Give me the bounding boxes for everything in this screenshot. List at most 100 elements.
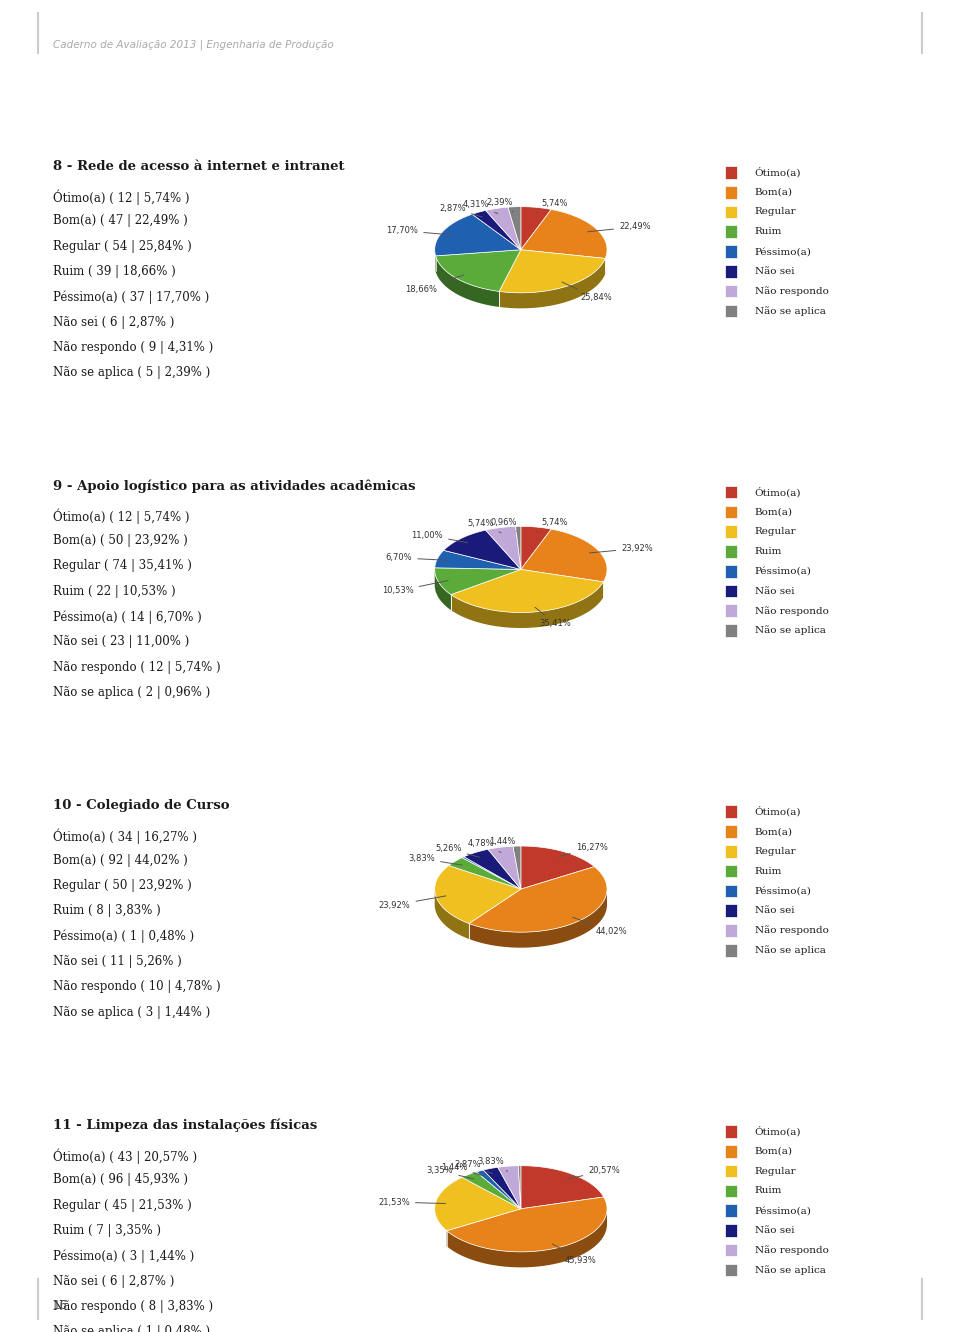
Text: 0,96%: 0,96% — [491, 518, 517, 531]
Text: Bom(a) ( 96 | 45,93% ): Bom(a) ( 96 | 45,93% ) — [53, 1173, 188, 1187]
Text: Péssimo(a) ( 37 | 17,70% ): Péssimo(a) ( 37 | 17,70% ) — [53, 290, 209, 304]
Polygon shape — [499, 258, 605, 308]
Polygon shape — [451, 582, 603, 627]
Bar — [725, 924, 737, 936]
Polygon shape — [435, 570, 451, 610]
Text: Péssimo(a): Péssimo(a) — [755, 566, 811, 575]
Text: Bom(a) ( 50 | 23,92% ): Bom(a) ( 50 | 23,92% ) — [53, 534, 187, 547]
Bar — [725, 1204, 737, 1217]
Text: 18,66%: 18,66% — [405, 274, 464, 293]
Text: 11,00%: 11,00% — [412, 530, 468, 542]
Text: Regular ( 50 | 23,92% ): Regular ( 50 | 23,92% ) — [53, 879, 192, 892]
Text: 2,39%: 2,39% — [486, 198, 513, 212]
Bar — [725, 1146, 737, 1158]
Text: 5,74%: 5,74% — [468, 519, 501, 533]
Text: 4,78%: 4,78% — [468, 839, 501, 852]
Text: 4,31%: 4,31% — [463, 200, 497, 213]
Bar — [725, 506, 737, 518]
Text: Péssimo(a): Péssimo(a) — [755, 886, 811, 895]
Text: Bom(a): Bom(a) — [755, 1147, 793, 1156]
Bar — [725, 186, 737, 198]
Text: Péssimo(a): Péssimo(a) — [755, 246, 811, 256]
Bar — [725, 166, 737, 178]
Text: 8 - Rede de acesso à internet e intranet: 8 - Rede de acesso à internet e intranet — [53, 160, 345, 173]
Bar — [725, 1164, 737, 1177]
Text: 5,74%: 5,74% — [537, 518, 567, 531]
Polygon shape — [435, 214, 521, 256]
Polygon shape — [498, 1166, 521, 1209]
Text: Ruim ( 8 | 3,83% ): Ruim ( 8 | 3,83% ) — [53, 904, 160, 918]
Text: Não sei: Não sei — [755, 266, 794, 276]
Text: 1,44%: 1,44% — [490, 838, 516, 851]
Bar — [725, 625, 737, 637]
Polygon shape — [488, 846, 521, 890]
Text: 45,93%: 45,93% — [552, 1244, 597, 1264]
Text: Péssimo(a) ( 1 | 0,48% ): Péssimo(a) ( 1 | 0,48% ) — [53, 930, 194, 943]
Bar — [725, 1264, 737, 1276]
Text: Regular: Regular — [755, 847, 796, 856]
Bar — [725, 1224, 737, 1236]
Text: Não se aplica: Não se aplica — [755, 306, 826, 316]
Polygon shape — [462, 1172, 521, 1209]
Polygon shape — [446, 1197, 607, 1252]
Text: Não respondo ( 12 | 5,74% ): Não respondo ( 12 | 5,74% ) — [53, 661, 221, 674]
Text: 23,92%: 23,92% — [379, 896, 446, 910]
Polygon shape — [521, 526, 551, 570]
Text: 3,83%: 3,83% — [477, 1158, 508, 1171]
Text: 25,84%: 25,84% — [562, 282, 612, 302]
Text: Ruim ( 7 | 3,35% ): Ruim ( 7 | 3,35% ) — [53, 1224, 161, 1237]
Text: Regular ( 54 | 25,84% ): Regular ( 54 | 25,84% ) — [53, 240, 192, 253]
Text: Bom(a) ( 92 | 44,02% ): Bom(a) ( 92 | 44,02% ) — [53, 854, 187, 867]
Text: Não se aplica: Não se aplica — [755, 946, 826, 955]
Polygon shape — [499, 250, 605, 293]
Polygon shape — [469, 867, 607, 932]
Polygon shape — [521, 846, 594, 890]
Polygon shape — [464, 850, 521, 890]
Text: Não se aplica ( 3 | 1,44% ): Não se aplica ( 3 | 1,44% ) — [53, 1006, 210, 1019]
Polygon shape — [521, 206, 551, 250]
Bar — [725, 844, 737, 858]
Text: Ótimo(a): Ótimo(a) — [755, 807, 801, 817]
Text: Ruim ( 39 | 18,66% ): Ruim ( 39 | 18,66% ) — [53, 265, 176, 278]
Text: 17,70%: 17,70% — [387, 226, 451, 236]
Bar — [725, 305, 737, 317]
Polygon shape — [462, 856, 521, 890]
Text: Não sei ( 23 | 11,00% ): Não sei ( 23 | 11,00% ) — [53, 635, 189, 649]
Text: Não sei: Não sei — [755, 586, 794, 595]
Text: 6,70%: 6,70% — [386, 553, 447, 562]
Text: Ótimo(a) ( 12 | 5,74% ): Ótimo(a) ( 12 | 5,74% ) — [53, 509, 189, 525]
Bar — [725, 826, 737, 838]
Text: Não se aplica: Não se aplica — [755, 1265, 826, 1275]
Text: Regular: Regular — [755, 527, 796, 537]
Text: Não respondo: Não respondo — [755, 606, 828, 615]
Text: 2,87%: 2,87% — [440, 204, 482, 217]
Text: Não se aplica ( 2 | 0,96% ): Não se aplica ( 2 | 0,96% ) — [53, 686, 210, 699]
Text: Caderno de Avaliação 2013 | Engenharia de Produção: Caderno de Avaliação 2013 | Engenharia d… — [53, 40, 333, 51]
Text: Não se aplica: Não se aplica — [755, 626, 826, 635]
Text: Ruim ( 22 | 10,53% ): Ruim ( 22 | 10,53% ) — [53, 585, 176, 598]
Polygon shape — [521, 1166, 604, 1209]
Polygon shape — [451, 570, 603, 613]
Polygon shape — [435, 1177, 521, 1231]
Text: 44,02%: 44,02% — [573, 918, 628, 936]
Bar — [725, 806, 737, 818]
Polygon shape — [435, 866, 521, 923]
Text: Regular: Regular — [755, 1167, 796, 1176]
Text: 20,57%: 20,57% — [567, 1167, 620, 1179]
Text: 22,49%: 22,49% — [588, 222, 651, 232]
Text: Não sei ( 6 | 2,87% ): Não sei ( 6 | 2,87% ) — [53, 316, 174, 329]
Text: Regular ( 74 | 35,41% ): Regular ( 74 | 35,41% ) — [53, 559, 192, 573]
Bar — [725, 1126, 737, 1138]
Bar — [725, 205, 737, 218]
Text: Não se aplica ( 5 | 2,39% ): Não se aplica ( 5 | 2,39% ) — [53, 366, 210, 380]
Text: Ruim: Ruim — [755, 867, 782, 875]
Text: 16,27%: 16,27% — [560, 843, 608, 856]
Text: 9 - Apoio logístico para as atividades acadêmicas: 9 - Apoio logístico para as atividades a… — [53, 480, 416, 493]
Text: Regular: Regular — [755, 208, 796, 217]
Text: 11 - Limpeza das instalações físicas: 11 - Limpeza das instalações físicas — [53, 1119, 317, 1132]
Text: Ruim: Ruim — [755, 1187, 782, 1195]
Polygon shape — [516, 526, 521, 570]
Polygon shape — [486, 526, 521, 570]
Text: Péssimo(a) ( 14 | 6,70% ): Péssimo(a) ( 14 | 6,70% ) — [53, 610, 202, 623]
Text: Ótimo(a) ( 43 | 20,57% ): Ótimo(a) ( 43 | 20,57% ) — [53, 1148, 197, 1164]
